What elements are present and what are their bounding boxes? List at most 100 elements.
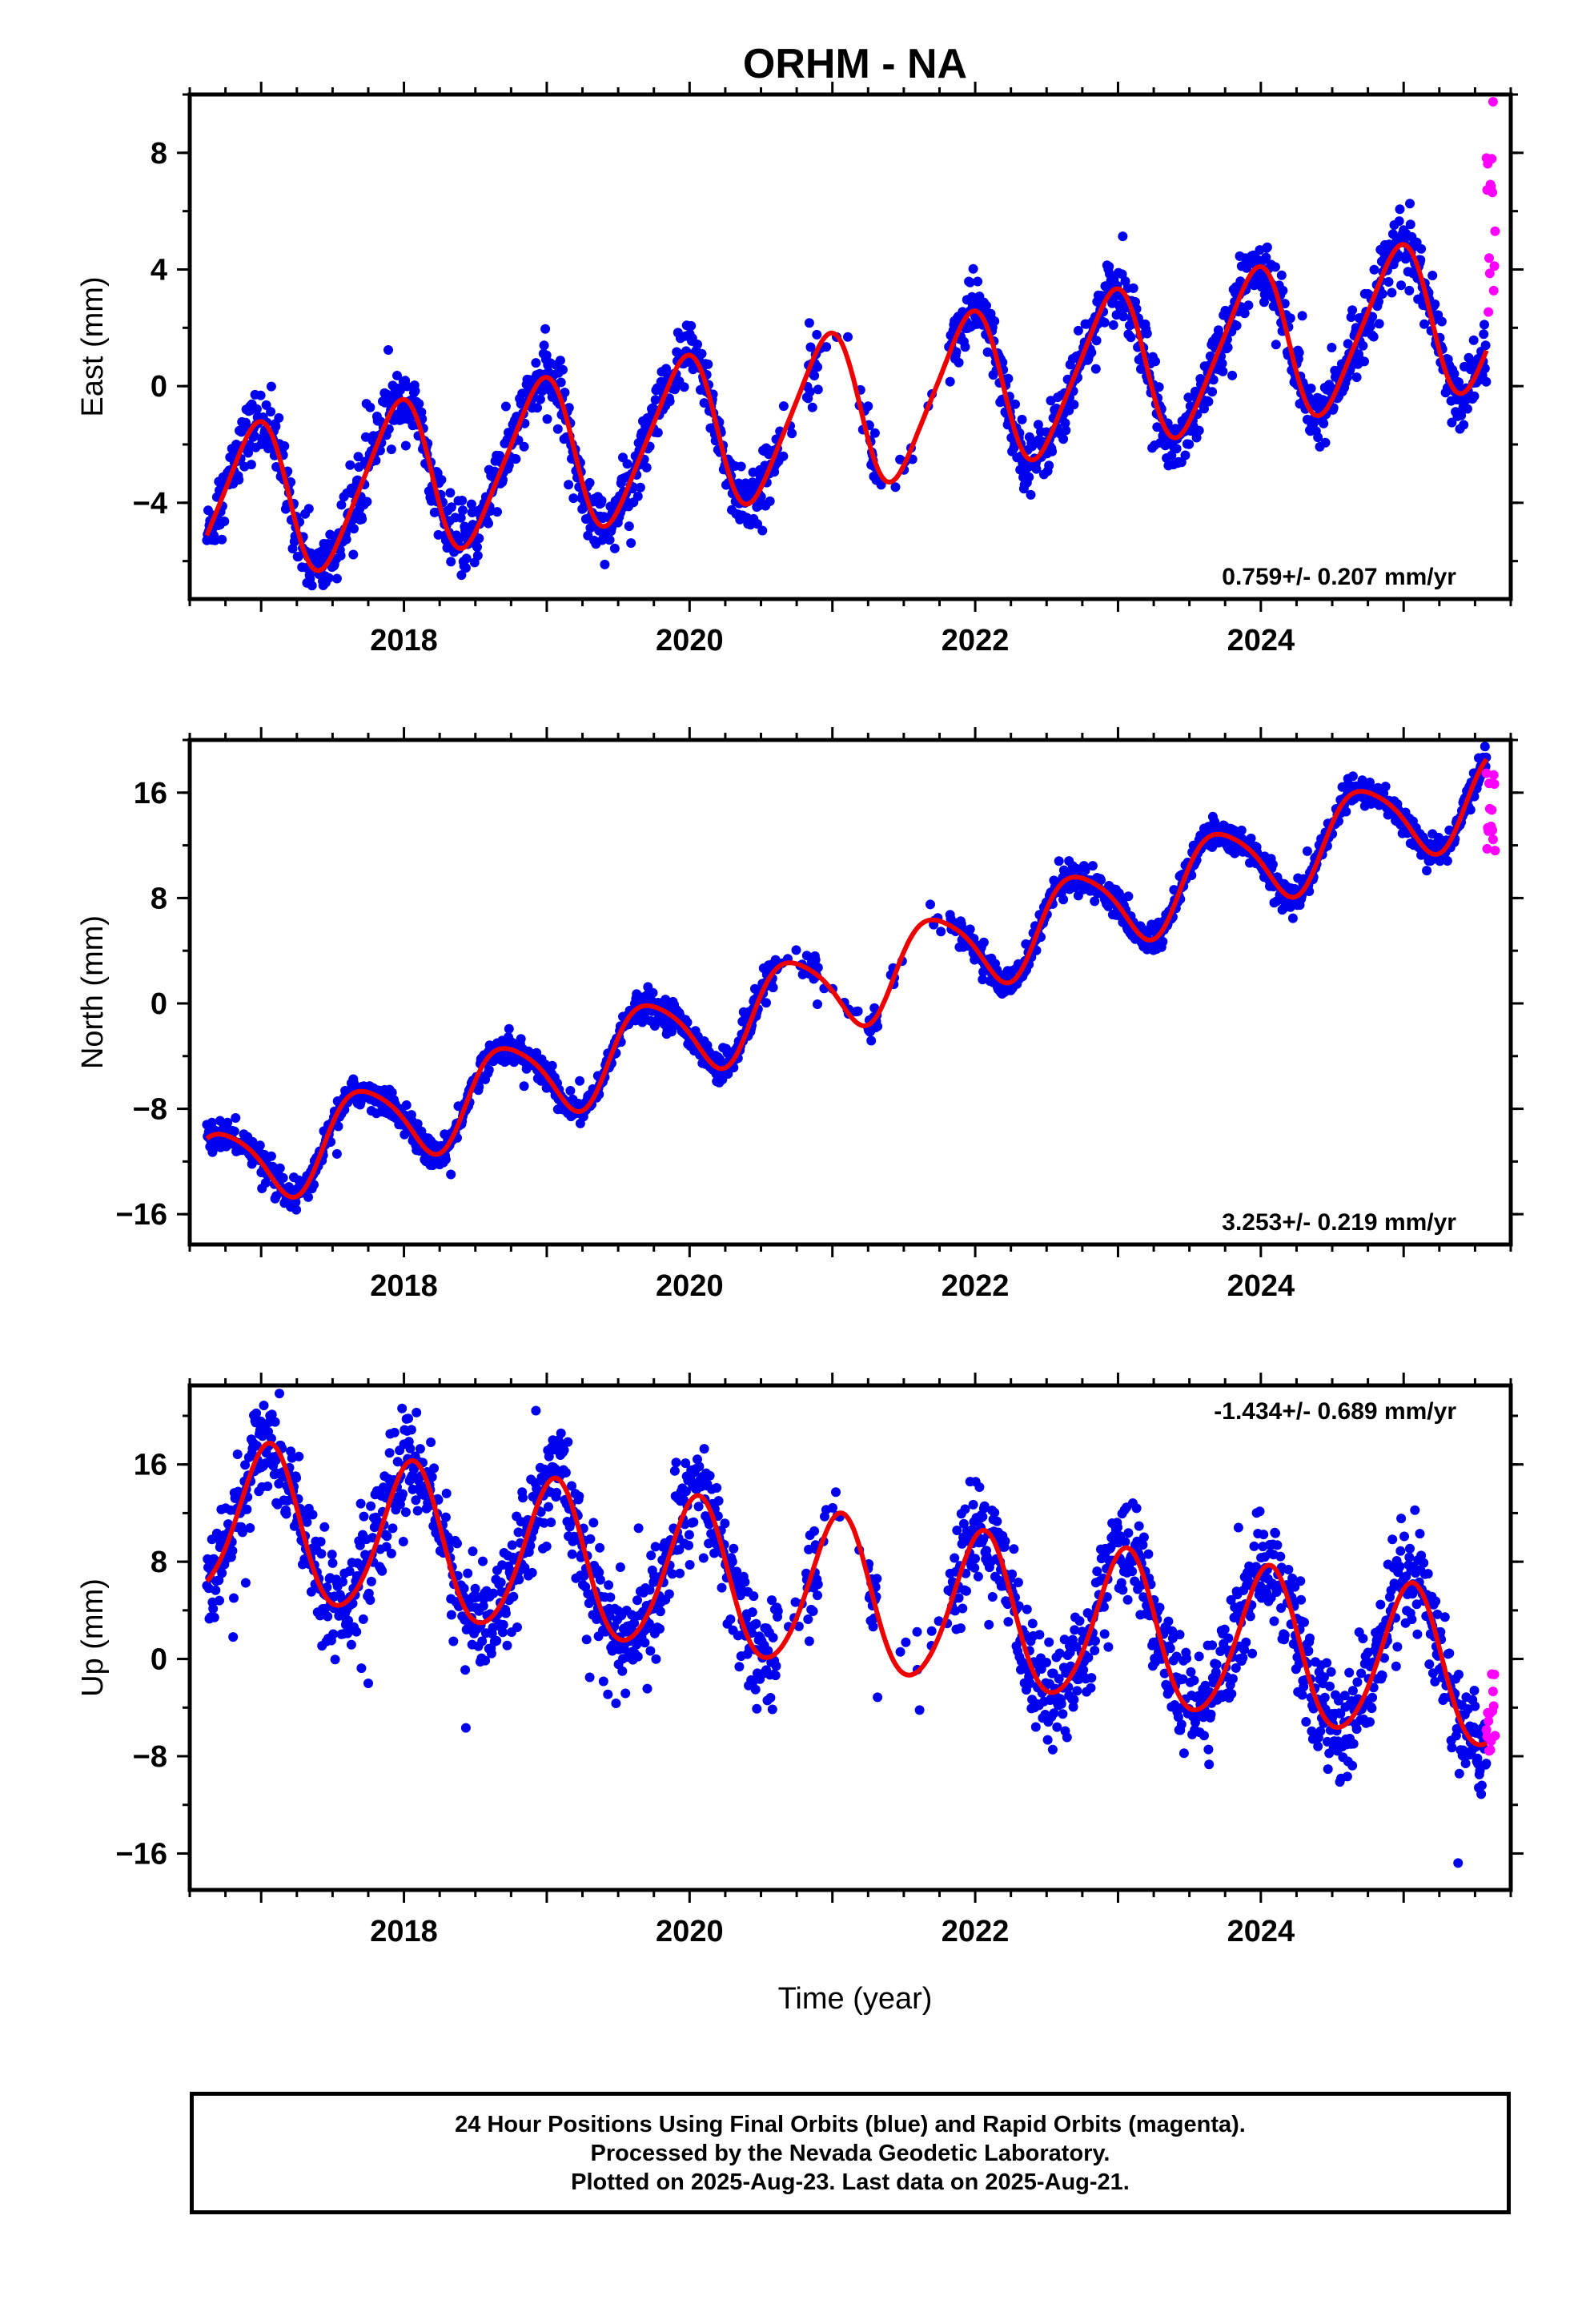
final-orbit-point — [1217, 358, 1227, 368]
final-orbit-point — [278, 1172, 288, 1183]
final-orbit-point — [1347, 771, 1358, 782]
x-axis: 2018 2020 2022 2024 — [188, 727, 1512, 1303]
final-orbit-point — [1436, 316, 1447, 327]
final-orbit-point — [1276, 270, 1287, 280]
final-orbit-point — [645, 1646, 656, 1656]
final-orbit-point — [448, 1636, 459, 1647]
final-orbit-point — [327, 1558, 338, 1568]
final-orbit-point — [211, 1585, 221, 1595]
final-orbit-point — [414, 399, 424, 409]
final-orbit-point — [307, 581, 317, 591]
plot-area — [202, 742, 1500, 1215]
final-orbit-point — [527, 1567, 537, 1578]
final-orbit-point — [1061, 425, 1071, 436]
final-orbit-point — [1261, 252, 1271, 263]
final-orbit-point — [1297, 311, 1307, 321]
final-orbit-point — [496, 1578, 506, 1587]
final-orbit-point — [950, 1553, 960, 1563]
final-orbit-point — [502, 1640, 512, 1651]
final-orbit-point — [555, 356, 565, 366]
final-orbit-point — [1239, 308, 1250, 319]
final-orbit-point — [705, 1470, 715, 1481]
x-tick-label: 2018 — [370, 1269, 438, 1303]
final-orbit-point — [574, 1491, 584, 1502]
final-orbit-point — [302, 1517, 312, 1527]
y-tick-label: 0 — [151, 987, 167, 1021]
final-orbit-point — [655, 1606, 665, 1617]
final-orbit-point — [1462, 404, 1472, 414]
final-orbit-point — [1108, 320, 1118, 330]
final-orbit-point — [978, 937, 989, 947]
final-orbit-point — [255, 1140, 265, 1151]
final-orbit-point — [1368, 332, 1379, 342]
final-orbit-point — [508, 1591, 519, 1602]
final-orbit-point — [323, 1611, 333, 1622]
final-orbit-point — [1405, 199, 1415, 209]
final-orbit-point — [797, 969, 808, 979]
final-orbit-point — [609, 543, 620, 553]
final-orbit-point — [1003, 1617, 1014, 1627]
final-orbit-point — [477, 1636, 488, 1647]
final-orbit-point — [208, 1603, 219, 1614]
final-orbit-point — [626, 538, 636, 549]
y-tick-label: 0 — [151, 370, 167, 404]
final-orbit-point — [474, 1082, 484, 1092]
final-orbit-point — [853, 1006, 863, 1016]
final-orbit-point — [1320, 437, 1331, 448]
final-orbit-point — [353, 452, 363, 462]
final-orbit-point — [458, 505, 468, 516]
final-orbit-point — [813, 1579, 823, 1590]
final-orbit-point — [1236, 825, 1247, 835]
final-orbit-point — [1454, 377, 1464, 388]
final-orbit-point — [1404, 285, 1415, 296]
final-orbit-point — [761, 998, 771, 1008]
final-orbit-point — [1262, 242, 1272, 252]
final-orbit-point — [1128, 283, 1138, 293]
final-orbit-point — [270, 1417, 280, 1427]
y-tick-label: 8 — [151, 882, 167, 915]
final-orbit-point — [1480, 340, 1491, 351]
final-orbit-point — [511, 454, 521, 464]
final-orbit-point — [810, 955, 821, 965]
final-orbit-point — [507, 1540, 517, 1550]
x-axis: 2018 2020 2022 2024 — [188, 82, 1512, 657]
final-orbit-point — [440, 1154, 451, 1164]
rapid-orbit-point — [1488, 770, 1499, 780]
final-orbit-point — [412, 1506, 423, 1516]
final-orbit-point — [354, 462, 364, 472]
rapid-orbit-points — [1481, 768, 1500, 856]
final-orbit-point — [1394, 216, 1404, 227]
final-orbit-point — [564, 480, 574, 490]
final-orbit-point — [209, 1612, 219, 1622]
final-orbit-point — [1480, 320, 1489, 330]
final-orbit-point — [1126, 332, 1136, 343]
final-orbit-point — [595, 1542, 605, 1553]
final-orbit-point — [291, 1204, 302, 1215]
final-orbit-point — [560, 388, 570, 398]
final-orbit-point — [968, 263, 978, 274]
rapid-orbit-point — [1488, 187, 1498, 198]
final-orbit-point — [588, 1518, 599, 1528]
final-orbit-point — [1231, 320, 1242, 331]
final-orbit-point — [492, 1635, 502, 1646]
final-orbit-point — [478, 1556, 488, 1566]
final-orbit-point — [603, 1689, 613, 1699]
final-orbit-point — [294, 1451, 304, 1462]
final-orbit-point — [398, 1489, 408, 1499]
final-orbit-point — [355, 1498, 366, 1509]
final-orbit-point — [679, 382, 689, 392]
final-orbit-point — [720, 1518, 730, 1529]
final-orbit-point — [279, 441, 290, 451]
final-orbit-point — [604, 1580, 614, 1590]
final-orbit-point — [1405, 219, 1415, 230]
final-orbit-point — [1267, 859, 1278, 870]
final-orbit-point — [227, 1546, 238, 1556]
final-orbit-point — [336, 500, 347, 510]
final-orbit-point — [335, 550, 346, 561]
final-orbit-point — [1469, 391, 1480, 401]
rapid-orbit-point — [1481, 768, 1492, 778]
